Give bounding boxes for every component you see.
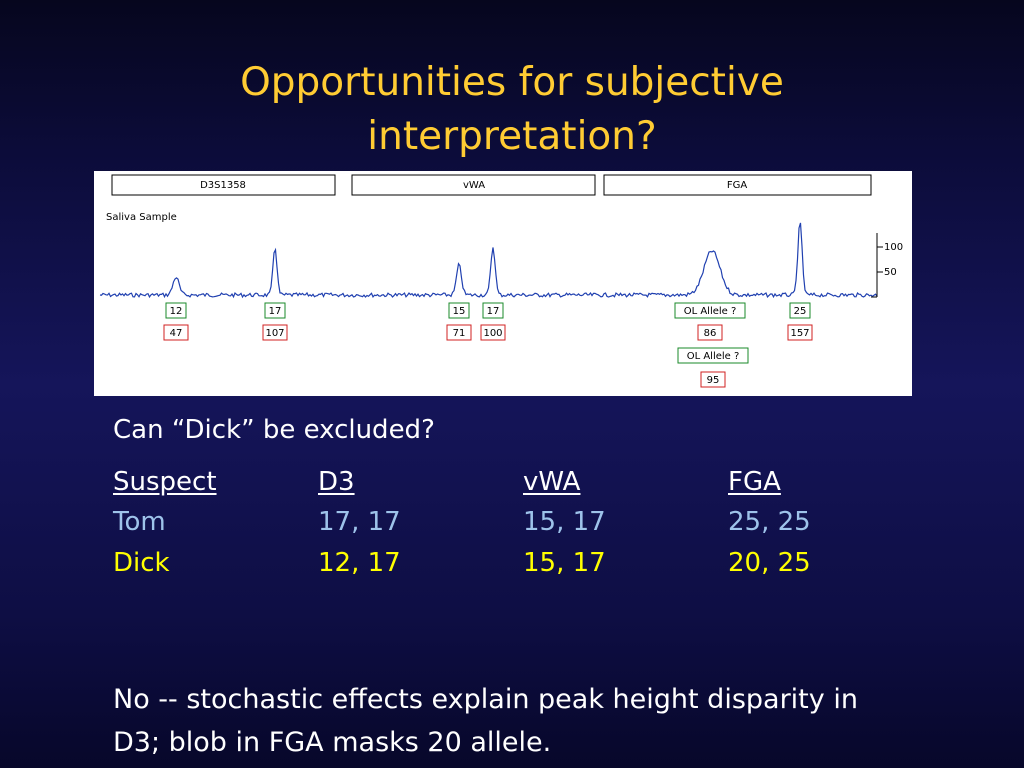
- allele-box: [677, 347, 749, 364]
- locus-box: [603, 174, 872, 196]
- table-cell: 20, 25: [728, 548, 811, 578]
- height-label: 107: [265, 328, 284, 339]
- allele-label: 12: [170, 306, 183, 317]
- allele-box: [165, 302, 187, 319]
- sample-label: Saliva Sample: [106, 212, 177, 223]
- height-label: 47: [170, 328, 183, 339]
- locus-label: vWA: [463, 180, 485, 191]
- allele-label: 25: [794, 306, 807, 317]
- allele-label: OL Allele ?: [684, 306, 737, 317]
- table-cell: vWA: [523, 467, 581, 497]
- image-background: [94, 171, 912, 396]
- slide-title: Opportunities for subjective interpretat…: [240, 60, 784, 159]
- scale-label: 100: [884, 242, 903, 253]
- allele-label: 17: [487, 306, 500, 317]
- allele-box: [264, 302, 286, 319]
- table-cell: Dick: [113, 548, 170, 578]
- locus-box: [351, 174, 596, 196]
- height-label: 95: [707, 375, 720, 386]
- table-cell: 25, 25: [728, 507, 811, 537]
- scale-label: 50: [884, 267, 897, 278]
- conclusion: No -- stochastic effects explain peak he…: [113, 684, 858, 758]
- height-label: 71: [453, 328, 466, 339]
- table-cell: 12, 17: [318, 548, 401, 578]
- height-box: [480, 324, 506, 341]
- locus-label: D3S1358: [200, 180, 246, 191]
- table-cell: 17, 17: [318, 507, 401, 537]
- height-box: [700, 371, 726, 388]
- table-cell: 15, 17: [523, 548, 606, 578]
- locus-label: FGA: [727, 180, 748, 191]
- height-box: [262, 324, 288, 341]
- allele-box: [448, 302, 470, 319]
- question: Can “Dick” be excluded?: [113, 415, 435, 445]
- allele-label: OL Allele ?: [687, 351, 740, 362]
- height-box: [446, 324, 472, 341]
- table-cell: Tom: [113, 507, 166, 537]
- height-box: [697, 324, 723, 341]
- height-box: [163, 324, 189, 341]
- table-cell: 15, 17: [523, 507, 606, 537]
- height-label: 86: [704, 328, 717, 339]
- table-cell: Suspect: [113, 467, 217, 497]
- allele-box: [482, 302, 504, 319]
- locus-box: [111, 174, 336, 196]
- height-label: 157: [790, 328, 809, 339]
- height-label: 100: [483, 328, 502, 339]
- allele-label: 17: [269, 306, 282, 317]
- trace: [99, 222, 878, 299]
- table-cell: D3: [318, 467, 355, 497]
- height-box: [787, 324, 813, 341]
- electropherogram: D3S1358 vWA FGA Saliva Sample 100 50 12 4…: [94, 171, 912, 396]
- table-cell: FGA: [728, 467, 781, 497]
- allele-box: [789, 302, 811, 319]
- allele-box: [674, 302, 746, 319]
- allele-label: 15: [453, 306, 466, 317]
